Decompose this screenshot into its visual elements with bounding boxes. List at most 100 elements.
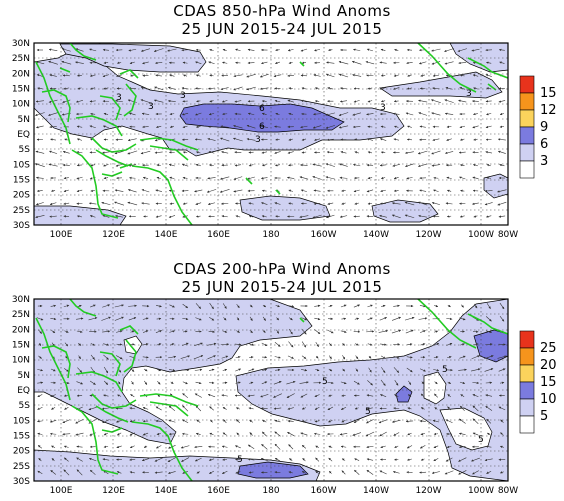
wind-vector xyxy=(182,303,189,309)
wind-vector xyxy=(127,99,137,103)
wind-vector xyxy=(380,343,387,346)
wind-vector xyxy=(103,343,110,346)
wind-vector xyxy=(420,432,425,436)
wind-vector xyxy=(36,189,43,193)
wind-vector xyxy=(498,406,506,411)
wind-vector xyxy=(354,469,360,475)
wind-vector xyxy=(76,381,83,385)
wind-vector xyxy=(300,432,308,436)
panel1-wind-vectors xyxy=(34,48,507,219)
wind-vector xyxy=(90,354,95,360)
lat-tick-label: 20S xyxy=(13,191,30,201)
lat-tick-label: 5S xyxy=(19,145,31,155)
wind-vector xyxy=(167,48,177,52)
wind-vector xyxy=(48,163,58,167)
wind-vector xyxy=(63,176,69,180)
wind-vector xyxy=(169,176,175,180)
wind-vector xyxy=(129,445,135,449)
wind-vector xyxy=(209,470,215,474)
lat-tick-label: 25N xyxy=(12,54,30,64)
wind-vector xyxy=(35,61,45,65)
wind-vector xyxy=(127,138,137,142)
wind-vector xyxy=(418,201,428,206)
wind-vector xyxy=(431,164,441,167)
wind-vector xyxy=(327,381,334,385)
wind-vector xyxy=(338,60,349,65)
wind-vector xyxy=(366,48,373,52)
wind-vector xyxy=(446,138,452,141)
wind-vector xyxy=(51,407,56,410)
wind-vector xyxy=(221,215,228,218)
wind-vector xyxy=(274,431,281,437)
wind-vector xyxy=(128,48,137,52)
wind-vector xyxy=(209,163,214,167)
wind-vector xyxy=(182,202,188,205)
lat-tick-label: 25N xyxy=(12,310,30,320)
wind-vector xyxy=(314,100,320,103)
wind-vector xyxy=(141,202,150,205)
wind-vector xyxy=(406,61,413,65)
wind-vector xyxy=(419,189,427,192)
colorbar-label: 15 xyxy=(540,375,557,390)
wind-vector xyxy=(196,100,201,103)
wind-vector xyxy=(473,87,478,90)
wind-vector xyxy=(380,176,386,180)
wind-vector xyxy=(368,367,372,373)
wind-vector xyxy=(155,74,162,77)
wind-vector xyxy=(195,112,202,116)
wind-vector xyxy=(102,330,111,333)
wind-vector xyxy=(210,419,213,423)
wind-vector xyxy=(432,87,440,90)
panel2-contour-label: 5 xyxy=(442,365,448,375)
wind-vector xyxy=(234,164,242,167)
wind-vector xyxy=(366,138,373,141)
wind-vector xyxy=(472,470,479,475)
wind-vector xyxy=(167,457,177,463)
wind-vector xyxy=(156,445,162,449)
wind-vector xyxy=(196,471,201,474)
wind-vector xyxy=(261,342,268,347)
wind-vector xyxy=(367,304,373,308)
wind-vector xyxy=(233,189,243,193)
wind-vector xyxy=(381,304,386,308)
wind-vector xyxy=(115,163,123,167)
wind-vector xyxy=(65,355,68,359)
wind-vector xyxy=(459,125,466,129)
colorbar-label: 15 xyxy=(540,86,557,101)
wind-vector xyxy=(76,330,83,333)
wind-vector xyxy=(300,189,307,192)
wind-vector xyxy=(287,151,294,154)
lon-tick-label: 160E xyxy=(207,230,230,240)
wind-vector xyxy=(77,367,83,373)
wind-vector xyxy=(141,458,150,462)
wind-vector xyxy=(286,380,296,385)
wind-vector xyxy=(76,176,83,180)
wind-vector xyxy=(156,432,161,436)
lon-tick-label: 160E xyxy=(207,486,230,496)
wind-vector xyxy=(301,61,307,64)
wind-vector xyxy=(393,74,399,77)
wind-vector xyxy=(157,381,161,385)
wind-vector xyxy=(154,471,163,474)
colorbar-swatch xyxy=(519,347,535,366)
wind-vector xyxy=(368,355,372,359)
wind-vector xyxy=(260,125,269,129)
wind-vector xyxy=(367,87,373,90)
colorbar-label: 25 xyxy=(540,341,557,356)
wind-vector xyxy=(498,100,506,103)
wind-vector xyxy=(315,368,320,372)
wind-vector xyxy=(155,189,163,192)
wind-vector xyxy=(419,368,426,372)
wind-vector xyxy=(301,151,307,154)
wind-vector xyxy=(431,48,441,52)
colorbar-label: 10 xyxy=(540,392,557,407)
wind-vector xyxy=(169,112,175,116)
wind-vector xyxy=(249,316,253,321)
wind-vector xyxy=(354,458,360,461)
wind-vector xyxy=(367,202,373,205)
wind-vector xyxy=(460,304,464,308)
wind-vector xyxy=(315,341,319,347)
wind-vector xyxy=(50,394,56,397)
wind-vector xyxy=(367,100,373,103)
